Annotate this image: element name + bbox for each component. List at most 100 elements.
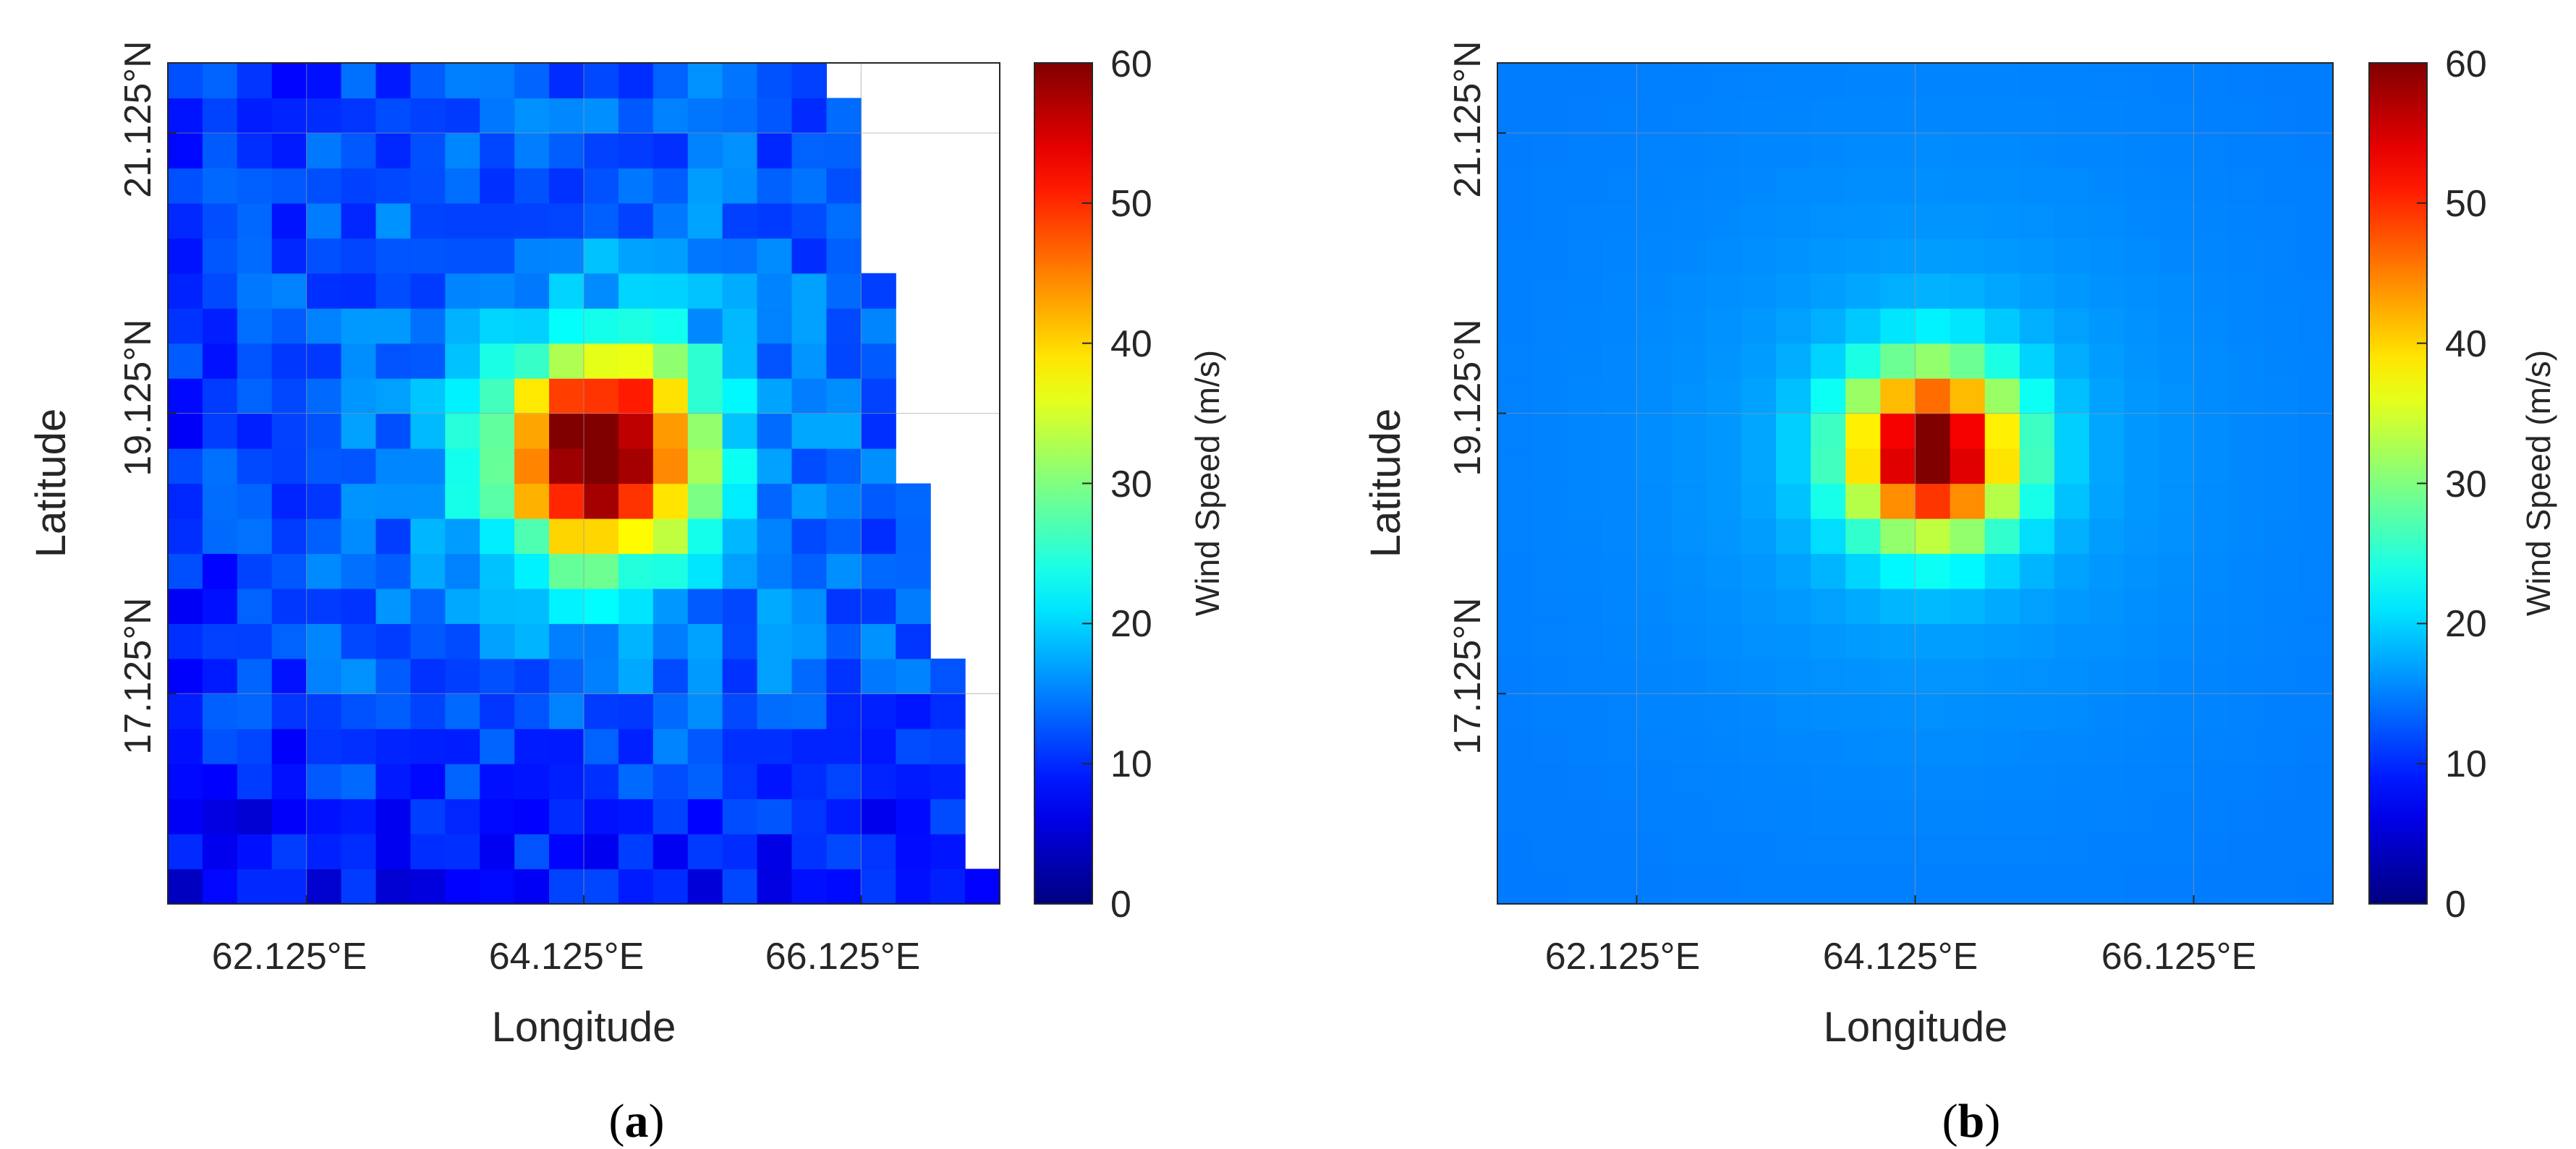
heatmap-cell	[2263, 273, 2299, 309]
heatmap-cell	[2019, 63, 2055, 99]
heatmap-cell	[2228, 798, 2264, 834]
heatmap-cell	[237, 132, 273, 168]
heatmap-cell	[1880, 693, 1916, 730]
heatmap-cell	[757, 834, 793, 870]
heatmap-cell	[2089, 132, 2125, 168]
heatmap-cell	[202, 202, 238, 239]
heatmap-cell	[202, 483, 238, 519]
heatmap-cell	[791, 202, 828, 239]
heatmap-cell	[2019, 98, 2055, 134]
colorbar-tick-label-a-1: 10	[1110, 743, 1152, 785]
heatmap-cell	[584, 623, 619, 659]
heatmap-cell	[1602, 483, 1638, 519]
heatmap-cell	[2089, 764, 2125, 800]
heatmap-cell	[2089, 448, 2125, 484]
heatmap-cell	[1915, 308, 1951, 344]
heatmap-cell	[2124, 238, 2159, 274]
heatmap-cell	[1950, 764, 1986, 800]
heatmap-cell	[1915, 343, 1951, 379]
heatmap-cell	[687, 764, 723, 800]
heatmap-cell	[375, 588, 412, 624]
heatmap-cell	[375, 658, 412, 694]
heatmap-cell	[2228, 238, 2264, 274]
heatmap-cell	[271, 798, 307, 834]
heatmap-cell	[1497, 448, 1533, 484]
heatmap-cell	[410, 448, 446, 484]
heatmap-cell	[1984, 343, 2020, 379]
heatmap-cell	[2228, 343, 2264, 379]
heatmap-cell	[306, 483, 342, 519]
heatmap-cell	[1776, 273, 1811, 309]
heatmap-cell	[2193, 728, 2229, 764]
heatmap-cell	[445, 343, 480, 379]
heatmap-cell	[341, 588, 377, 624]
heatmap-cell	[2297, 413, 2333, 449]
heatmap-cell	[652, 273, 689, 309]
heatmap-cell	[1915, 413, 1951, 449]
heatmap-cell	[1636, 553, 1672, 589]
heatmap-cell	[341, 202, 377, 239]
heatmap-cell	[445, 98, 480, 134]
heatmap-cell	[618, 728, 654, 764]
heatmap-cell	[237, 202, 273, 239]
heatmap-cell	[1740, 202, 1777, 239]
heatmap-cell	[341, 728, 377, 764]
heatmap-cell	[1602, 798, 1638, 834]
heatmap-cell	[618, 378, 654, 414]
heatmap-cell	[410, 483, 446, 519]
heatmap-cell	[584, 202, 619, 239]
heatmap-cell	[2297, 588, 2333, 624]
heatmap-cell	[2297, 868, 2333, 904]
heatmap-cell	[1811, 238, 1846, 274]
heatmap-cell	[1776, 238, 1811, 274]
heatmap-cell	[826, 273, 862, 309]
heatmap-cell	[1567, 343, 1602, 379]
heatmap-cell	[271, 658, 307, 694]
heatmap-cell	[861, 834, 896, 870]
heatmap-cell	[271, 483, 307, 519]
heatmap-cell	[826, 98, 862, 134]
heatmap-cell	[1950, 413, 1986, 449]
heatmap-cell	[791, 378, 828, 414]
heatmap-cell	[584, 553, 619, 589]
heatmap-cell	[791, 658, 828, 694]
heatmap-cell	[341, 693, 377, 730]
heatmap-cell	[514, 553, 550, 589]
heatmap-cell	[2297, 623, 2333, 659]
heatmap-cell	[2263, 728, 2299, 764]
heatmap-cell	[791, 63, 828, 99]
heatmap-cell	[687, 132, 723, 168]
heatmap-cell	[480, 273, 515, 309]
x-tick-label-b-0: 62.125°E	[1545, 936, 1701, 978]
heatmap-cell	[237, 518, 273, 555]
heatmap-cell	[2159, 63, 2195, 99]
heatmap-cell	[168, 413, 203, 449]
heatmap-cell	[791, 168, 828, 204]
heatmap-cell	[2089, 308, 2125, 344]
heatmap-cell	[2193, 238, 2229, 274]
heatmap-cell	[1880, 623, 1916, 659]
heatmap-cell	[687, 308, 723, 344]
heatmap-cell	[722, 343, 758, 379]
heatmap-cell	[1811, 834, 1846, 870]
heatmap-cell	[861, 693, 896, 730]
heatmap-cell	[237, 98, 273, 134]
heatmap-cell	[1811, 168, 1846, 204]
heatmap-cell	[2193, 553, 2229, 589]
heatmap-cell	[2297, 273, 2333, 309]
heatmap-cell	[1776, 798, 1811, 834]
colorbar-tick-label-a-4: 40	[1110, 323, 1152, 365]
heatmap-cell	[2263, 308, 2299, 344]
heatmap-cell	[2263, 448, 2299, 484]
heatmap-cell	[1532, 588, 1568, 624]
heatmap-cell	[687, 483, 723, 519]
heatmap-cell	[2089, 868, 2125, 904]
heatmap-cell	[1740, 413, 1777, 449]
heatmap-cell	[687, 448, 723, 484]
heatmap-cell	[410, 623, 446, 659]
heatmap-cell	[1984, 202, 2020, 239]
heatmap-cell	[861, 273, 896, 309]
heatmap-cell	[480, 238, 515, 274]
heatmap-cell	[1984, 658, 2020, 694]
heatmap-cell	[1602, 343, 1638, 379]
